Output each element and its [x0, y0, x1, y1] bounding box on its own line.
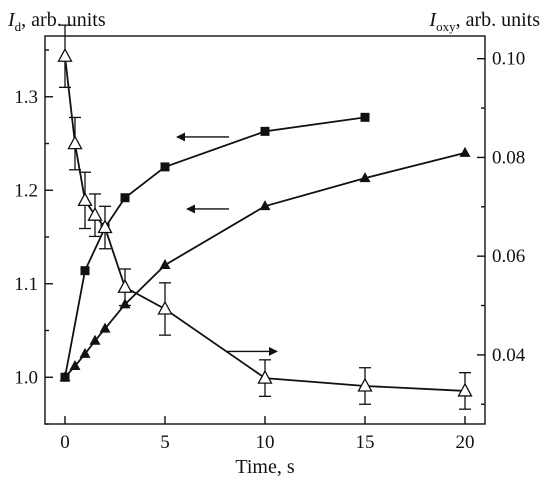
y-right-axis-title: Ioxy, arb. units [428, 9, 540, 34]
x-axis-title: Time, s [235, 456, 295, 478]
y-right-tick-label: 0.10 [492, 49, 525, 70]
y-right-title-sub: oxy [436, 19, 456, 34]
y-right-title-rest: , arb. units [456, 9, 541, 31]
data-point-filled-triangle [459, 146, 471, 157]
y-left-tick-label: 1.0 [14, 367, 38, 388]
data-point-filled-triangle [69, 360, 81, 371]
data-point-square [160, 162, 170, 172]
data-point-open-triangle [97, 219, 113, 234]
data-markers [57, 47, 473, 397]
data-point-filled-triangle [159, 259, 171, 270]
y-right-tick-label: 0.08 [492, 147, 525, 168]
data-point-open-triangle [157, 300, 173, 315]
y-right-ticks: 0.04 0.06 0.08 0.10 [477, 49, 526, 405]
y-left-title-rest: , arb. units [21, 9, 106, 31]
x-tick-label: 15 [356, 432, 375, 453]
y-left-tick-label: 1.1 [14, 274, 38, 295]
y-left-title-main: I [7, 9, 16, 31]
data-point-open-triangle [87, 206, 103, 221]
data-point-filled-triangle [99, 322, 111, 333]
data-point-filled-triangle [89, 334, 101, 345]
series-line-filled-triangle [64, 151, 466, 378]
annotation-arrows [176, 132, 278, 356]
data-point-square [80, 266, 90, 276]
series-line-filled-square [64, 116, 366, 378]
data-point-open-triangle [117, 278, 133, 293]
data-point-open-triangle [67, 135, 83, 150]
x-tick-label: 0 [60, 432, 70, 453]
x-tick-label: 20 [456, 432, 475, 453]
data-point-open-triangle [77, 192, 93, 207]
data-point-open-triangle [257, 369, 273, 384]
data-point-square [120, 193, 130, 203]
x-tick-label: 10 [256, 432, 275, 453]
y-right-title-main: I [428, 9, 437, 31]
data-point-square [260, 126, 270, 136]
data-point-filled-triangle [359, 172, 371, 183]
data-point-filled-triangle [259, 200, 271, 211]
y-left-ticks: 1.0 1.1 1.2 1.3 [14, 49, 53, 425]
x-ticks: 0 5 10 15 20 [60, 416, 475, 453]
data-point-open-triangle [57, 47, 73, 62]
y-left-title-sub: d [15, 19, 22, 34]
series-lines [64, 56, 466, 392]
data-point-filled-triangle [119, 298, 131, 309]
data-point-filled-triangle [79, 347, 91, 358]
x-tick-label: 5 [160, 432, 170, 453]
data-point-filled-triangle [59, 371, 71, 382]
y-left-axis-title: Id, arb. units [7, 9, 106, 34]
y-right-tick-label: 0.06 [492, 246, 525, 267]
series-line-open-triangle [64, 56, 466, 392]
y-right-tick-label: 0.04 [492, 345, 526, 366]
data-point-open-triangle [357, 377, 373, 392]
y-left-tick-label: 1.2 [14, 180, 38, 201]
y-left-tick-label: 1.3 [14, 87, 38, 108]
data-point-square [360, 112, 370, 122]
data-point-open-triangle [457, 382, 473, 397]
